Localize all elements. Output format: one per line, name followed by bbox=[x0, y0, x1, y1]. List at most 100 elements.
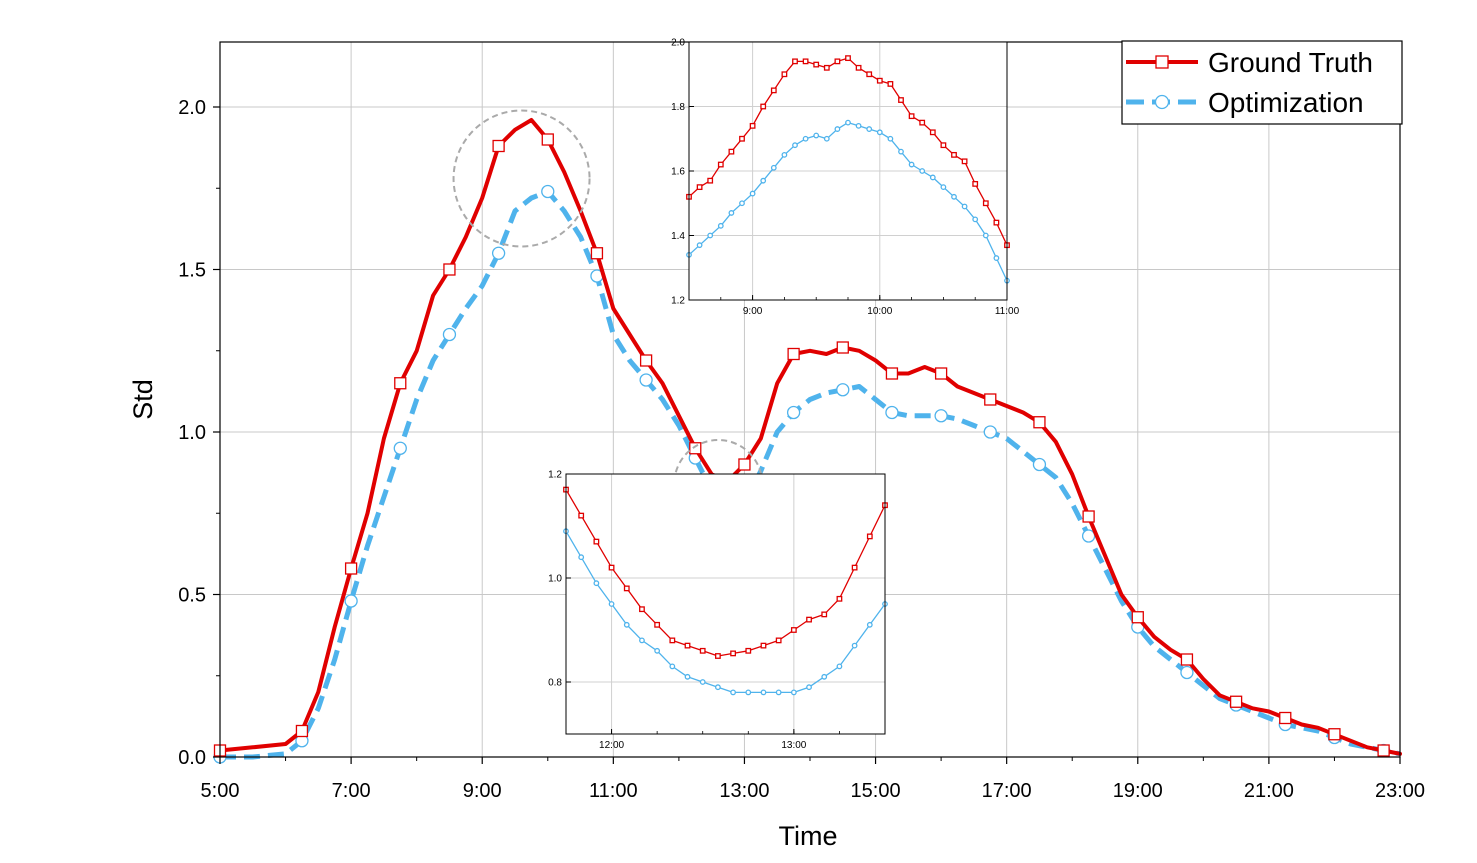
inset-valley-y-tick-label: 1.0 bbox=[548, 574, 562, 585]
legend-optimization-label: Optimization bbox=[1208, 87, 1364, 118]
inset-peak-y-tick-label: 1.4 bbox=[671, 231, 685, 242]
inset-valley-optimization-point bbox=[578, 554, 585, 561]
inset-peak-y-tick-label: 1.6 bbox=[671, 167, 685, 178]
inset-valley-ground-truth-point bbox=[715, 653, 721, 659]
inset-peak-ground-truth-point bbox=[749, 122, 756, 129]
inset-valley-optimization-point bbox=[639, 637, 645, 644]
inset-valley-x-tick-label: 13:00 bbox=[781, 740, 806, 751]
inset-peak-x-tick-label: 11:00 bbox=[995, 306, 1020, 317]
inset-valley-ground-truth-point bbox=[790, 627, 797, 633]
inset-valley-optimization-point bbox=[745, 689, 752, 696]
ground-truth-point bbox=[738, 458, 751, 471]
ground-truth-point bbox=[590, 247, 604, 260]
inset-valley-optimization-point bbox=[775, 689, 782, 696]
x-tick-label: 17:00 bbox=[982, 780, 1032, 802]
ground-truth-point bbox=[1279, 711, 1292, 725]
inset-peak-optimization-point bbox=[972, 216, 979, 223]
inset-valley-ground-truth-point bbox=[684, 642, 691, 649]
inset-valley-ground-truth-point bbox=[578, 512, 585, 519]
inset-valley-ground-truth-point bbox=[806, 616, 812, 623]
inset-peak-optimization-point bbox=[728, 210, 735, 216]
inset-peak-ground-truth-point bbox=[993, 219, 1000, 226]
optimization-point bbox=[1180, 665, 1194, 680]
inset-valley-optimization-point bbox=[654, 647, 661, 654]
optimization-point bbox=[1081, 529, 1096, 543]
x-tick-label: 21:00 bbox=[1244, 780, 1294, 802]
legend-ground-truth-label: Ground Truth bbox=[1208, 47, 1373, 78]
optimization-point bbox=[344, 594, 358, 608]
inset-peak-optimization-point bbox=[696, 242, 703, 249]
inset-peak-ground-truth-point bbox=[887, 81, 894, 87]
inset-valley-optimization-point bbox=[836, 663, 843, 670]
inset-peak-optimization-point bbox=[717, 222, 724, 229]
inset-peak-optimization-point bbox=[993, 255, 1000, 261]
inset-peak-ground-truth-point bbox=[760, 103, 767, 110]
ground-truth-point bbox=[836, 341, 849, 354]
inset-valley-optimization-point bbox=[851, 642, 858, 649]
x-tick-label: 5:00 bbox=[201, 780, 240, 802]
inset-valley-optimization-point bbox=[623, 621, 630, 628]
inset-peak-ground-truth-point bbox=[770, 87, 777, 94]
optimization-point bbox=[983, 425, 997, 439]
inset-peak-optimization-point bbox=[908, 161, 915, 168]
optimization-point bbox=[442, 327, 457, 342]
legend-optimization-marker bbox=[1154, 94, 1170, 110]
inset-valley-y-tick-label: 1.2 bbox=[548, 470, 562, 481]
inset-peak-optimization-point bbox=[929, 174, 936, 181]
peak-highlight-circle bbox=[452, 109, 591, 248]
x-tick-label: 9:00 bbox=[463, 780, 502, 802]
inset-peak-ground-truth-point bbox=[728, 148, 735, 155]
inset-valley-optimization-point bbox=[806, 684, 812, 691]
inset-valley-ground-truth-point bbox=[623, 585, 630, 592]
x-tick-label: 19:00 bbox=[1113, 780, 1163, 802]
optimization-point bbox=[934, 409, 948, 423]
inset-valley-ground-truth-point bbox=[699, 647, 706, 654]
ground-truth-point bbox=[885, 367, 899, 380]
inset-valley-ground-truth-point bbox=[866, 533, 873, 540]
optimization-point bbox=[885, 405, 899, 420]
inset-peak-optimization-point bbox=[866, 126, 873, 132]
inset-valley-optimization-point bbox=[699, 679, 706, 685]
ground-truth-point bbox=[1180, 653, 1194, 666]
ground-truth-point bbox=[639, 354, 653, 367]
y-tick-label: 0.5 bbox=[178, 585, 206, 607]
ground-truth-point bbox=[787, 347, 800, 361]
inset-peak-optimization-point bbox=[845, 119, 851, 126]
inset-peak-ground-truth-point bbox=[813, 61, 820, 68]
optimization-point bbox=[1032, 457, 1047, 472]
inset-peak-optimization-point bbox=[855, 122, 862, 129]
inset-valley-optimization-point bbox=[593, 580, 600, 587]
inset-peak-ground-truth-point bbox=[951, 151, 957, 158]
inset-valley-ground-truth-point bbox=[639, 606, 645, 613]
inset-peak-ground-truth-point bbox=[717, 161, 724, 168]
inset-peak-ground-truth-point bbox=[940, 142, 947, 149]
inset-valley-y-tick-label: 0.8 bbox=[548, 678, 562, 689]
inset-valley-x-tick-label: 12:00 bbox=[599, 740, 624, 751]
inset-valley-ground-truth-point bbox=[730, 650, 736, 657]
optimization-point bbox=[786, 405, 801, 420]
inset-peak-optimization-point bbox=[887, 135, 894, 142]
ground-truth-point bbox=[443, 263, 456, 276]
inset-peak-y-tick-label: 1.8 bbox=[671, 102, 685, 113]
inset-peak-ground-truth-point bbox=[855, 64, 862, 71]
x-tick-label: 15:00 bbox=[851, 780, 901, 802]
inset-valley-ground-truth-point bbox=[593, 538, 600, 545]
inset-peak-optimization-point bbox=[760, 177, 767, 184]
ground-truth-point bbox=[1377, 744, 1390, 757]
inset-peak-optimization-point bbox=[919, 168, 926, 174]
inset-valley-optimization-point bbox=[821, 673, 828, 680]
ground-truth-point bbox=[344, 562, 358, 575]
inset-valley-optimization-point bbox=[730, 689, 736, 696]
optimization-point bbox=[541, 184, 555, 199]
inset-peak-ground-truth-point bbox=[876, 77, 883, 84]
legend-ground-truth-marker bbox=[1155, 55, 1169, 69]
inset-valley-ground-truth-point bbox=[775, 637, 782, 644]
inset-valley-ground-truth-point bbox=[608, 564, 615, 571]
inset-peak-optimization-point bbox=[792, 142, 798, 149]
inset-peak-ground-truth-point bbox=[845, 55, 851, 62]
ground-truth-point bbox=[984, 393, 997, 406]
inset-valley-optimization-point bbox=[669, 663, 676, 670]
inset-peak-optimization-point bbox=[982, 232, 989, 239]
